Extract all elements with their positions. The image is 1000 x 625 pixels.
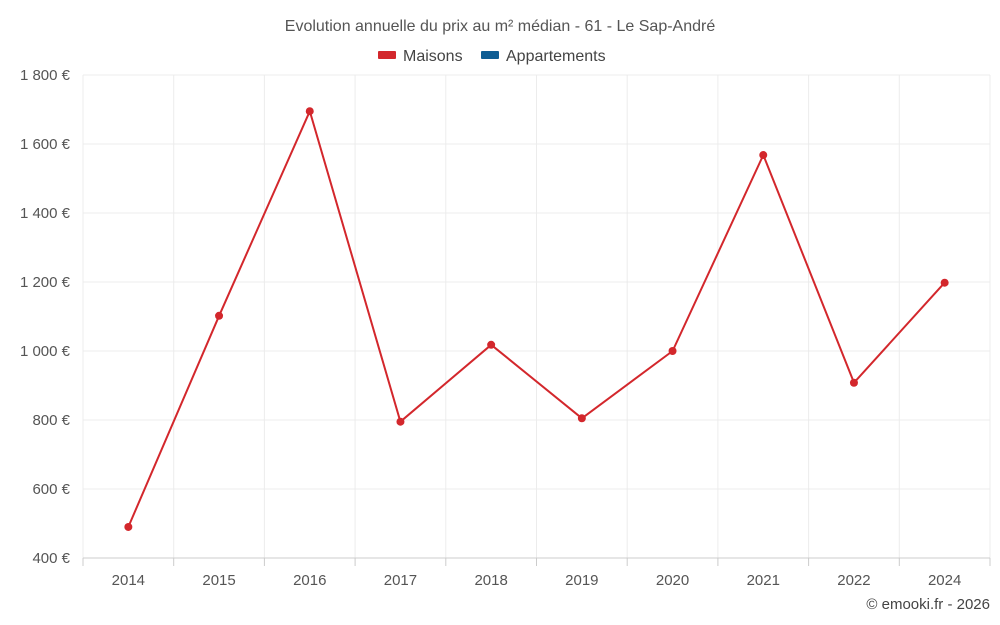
x-tick-label: 2017: [384, 572, 417, 589]
y-tick-label: 1 400 €: [20, 205, 71, 222]
x-tick-label: 2020: [656, 572, 689, 589]
y-tick-label: 1 200 €: [20, 274, 71, 291]
legend-label-appartements: Appartements: [506, 48, 606, 65]
data-point-maisons[interactable]: [668, 347, 677, 355]
data-point-maisons[interactable]: [577, 414, 586, 423]
legend-swatch-maisons: [378, 51, 396, 59]
y-tick-label: 1 600 €: [20, 136, 71, 153]
x-tick-label: 2015: [202, 572, 235, 589]
x-tick-label: 2014: [112, 572, 145, 589]
legend-item-maisons[interactable]: Maisons: [378, 48, 463, 65]
y-tick-label: 800 €: [32, 412, 70, 429]
data-point-maisons[interactable]: [487, 340, 496, 349]
data-point-maisons[interactable]: [124, 522, 133, 531]
axes: 400 € 600 € 800 € 1 000 € 1 200 € 1 400 € 1 60…: [20, 67, 991, 589]
data-point-maisons[interactable]: [305, 107, 314, 116]
grid: [82, 74, 991, 558]
y-tick-label: 400 €: [32, 550, 70, 567]
y-tick-label: 600 €: [32, 481, 70, 498]
data-point-maisons[interactable]: [396, 417, 405, 426]
legend-swatch-appartements: [481, 51, 499, 59]
x-tick-label: 2016: [293, 572, 326, 589]
legend-item-appartements[interactable]: Appartements: [481, 48, 606, 65]
x-tick-label: 2021: [747, 572, 780, 589]
data-point-maisons[interactable]: [940, 278, 949, 287]
data-point-maisons[interactable]: [849, 378, 858, 387]
x-tick-label: 2019: [565, 572, 598, 589]
data-point-maisons[interactable]: [759, 151, 768, 160]
y-tick-label: 1 800 €: [20, 67, 71, 84]
y-tick-label: 1 000 €: [20, 343, 71, 360]
credit-text: © emooki.fr - 2026: [866, 596, 990, 613]
x-tick-label: 2018: [474, 572, 507, 589]
data-point-maisons[interactable]: [215, 311, 224, 320]
x-tick-label: 2022: [837, 572, 870, 589]
chart-title: Evolution annuelle du prix au m² médian …: [285, 18, 716, 35]
series-line-maisons: [127, 110, 946, 528]
x-tick-label: 2024: [928, 572, 961, 589]
series-maisons: [124, 107, 949, 531]
legend-label-maisons: Maisons: [403, 48, 463, 65]
legend: Maisons Appartements: [378, 48, 606, 65]
